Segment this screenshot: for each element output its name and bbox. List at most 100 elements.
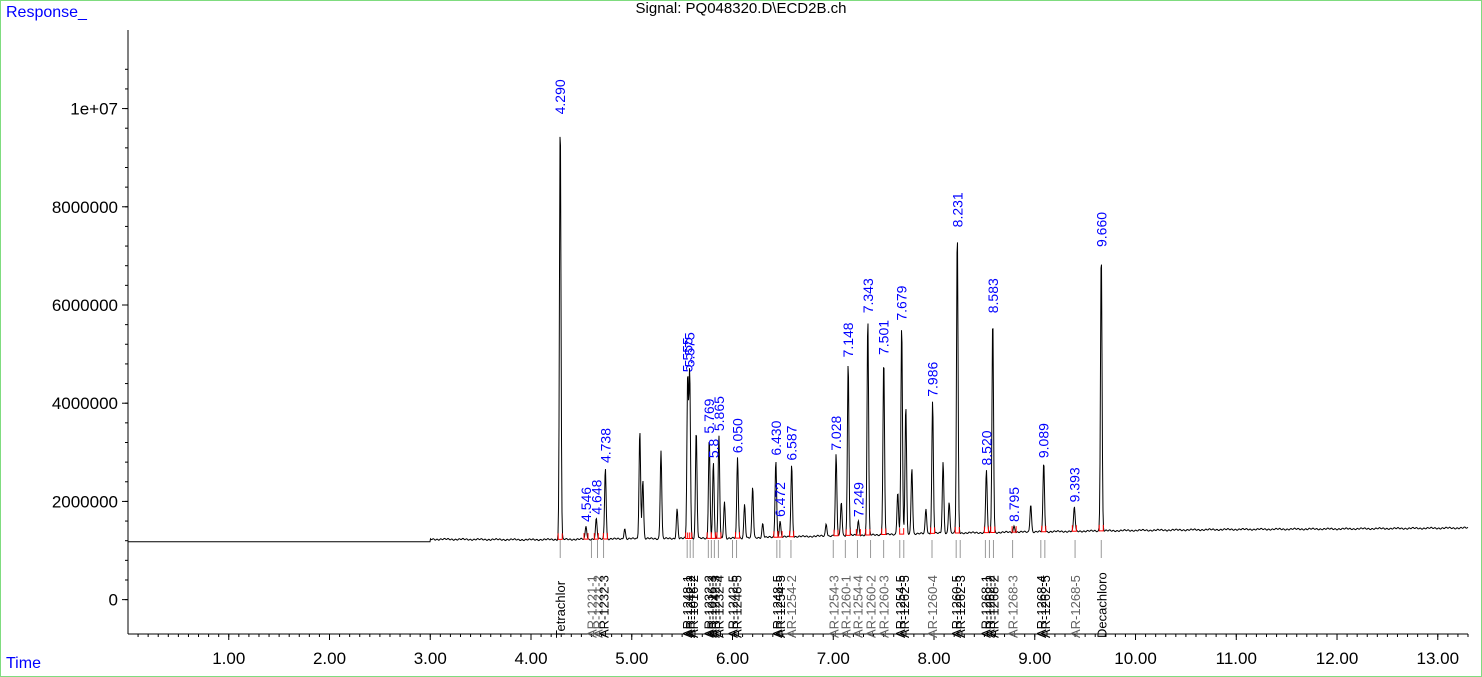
compound-label: AR-1242-2 <box>683 575 698 638</box>
integration-marker <box>899 528 905 535</box>
integration-marker <box>983 526 989 534</box>
y-tick-label: 1e+07 <box>70 100 118 119</box>
peak-label: 5.865 <box>711 396 727 431</box>
peak-label: 9.393 <box>1066 467 1082 502</box>
integration-marker <box>845 529 851 536</box>
y-tick-label: 6000000 <box>52 296 118 315</box>
peak-label: 4.738 <box>597 428 613 463</box>
peak-label: 7.249 <box>850 482 866 517</box>
y-tick-label: 4000000 <box>52 394 118 413</box>
compound-label: AR-1016-2 <box>686 575 701 638</box>
x-tick-label: 2.00 <box>313 649 346 668</box>
compound-label: AR-1248-5 <box>730 575 745 638</box>
integration-marker <box>1071 525 1077 532</box>
integration-marker <box>706 532 712 539</box>
y-axis-label: Response_ <box>6 4 87 21</box>
x-tick-label: 12.00 <box>1316 649 1359 668</box>
peak-label: 9.660 <box>1093 212 1109 247</box>
compound-label: AR-1260-2 <box>864 575 879 638</box>
compound-label: AR-1268-2 <box>986 575 1001 638</box>
chromatogram-trace <box>128 136 1469 543</box>
integration-marker <box>954 526 960 534</box>
x-tick-label: 9.00 <box>1018 649 1051 668</box>
compound-label: AR-1248-5 <box>770 575 785 638</box>
integration-marker <box>881 528 887 536</box>
compound-label: AR-1221-1 <box>584 575 599 638</box>
compound-label: AR-1254-5 <box>893 575 908 638</box>
peak-label: 8.231 <box>949 192 965 227</box>
peak-label: 7.148 <box>840 322 856 357</box>
compound-label: AR-1254-2 <box>784 575 799 638</box>
peak-label: 4.648 <box>588 479 604 514</box>
peak-label: 6.430 <box>768 420 784 455</box>
compound-label: AR-1242-5 <box>726 575 741 638</box>
integration-marker <box>990 526 996 533</box>
peak-label: 5.8 <box>705 438 721 458</box>
peak-label: 6.472 <box>772 482 788 517</box>
integration-marker <box>789 530 795 538</box>
y-tick-label: 8000000 <box>52 198 118 217</box>
peak-label: 7.343 <box>860 278 876 313</box>
compound-label: AR-1260-5 <box>949 575 964 638</box>
x-tick-label: 5.00 <box>615 649 648 668</box>
peak-label: 4.546 <box>578 487 594 522</box>
x-axis-label: Time <box>6 655 41 672</box>
integration-marker <box>777 531 783 538</box>
compound-label: AR-1262-5 <box>897 575 912 638</box>
compound-label: Tetrachlor <box>553 580 568 638</box>
compound-label: AR-1260-3 <box>877 575 892 638</box>
x-tick-label: 13.00 <box>1417 649 1460 668</box>
integration-marker <box>1041 525 1047 533</box>
integration-marker <box>930 527 936 534</box>
peak-label: 8.795 <box>1006 487 1022 522</box>
x-tick-label: 11.00 <box>1216 649 1257 668</box>
integration-marker <box>716 532 722 539</box>
x-tick-label: 7.00 <box>817 649 850 668</box>
peak-label: 7.986 <box>925 361 941 396</box>
x-tick-label: 8.00 <box>917 649 950 668</box>
compound-label: AR-1254-3 <box>826 575 841 638</box>
integration-marker <box>583 533 589 540</box>
peak-label: 5.575 <box>682 332 698 367</box>
compound-label: AR-1232-3 <box>597 575 612 638</box>
compound-label: AR-1232-4 <box>711 575 726 638</box>
integration-marker <box>1011 526 1017 533</box>
compound-label: AR-1248-1 <box>680 575 695 638</box>
integration-marker <box>602 532 608 540</box>
compound-label: AR-1268-5 <box>1068 575 1083 638</box>
chart-title: Signal: PQ048320.D\ECD2B.ch <box>635 0 847 17</box>
compound-label: AR-1262-5 <box>1038 575 1053 638</box>
peak-label: 7.501 <box>876 320 892 355</box>
peak-label: 6.050 <box>730 418 746 453</box>
compound-label: AR-1254-4 <box>850 575 865 638</box>
integration-marker <box>833 529 839 537</box>
compound-label: AR-1260-4 <box>925 575 940 638</box>
x-tick-label: 4.00 <box>514 649 547 668</box>
compound-label: AR-1254-5 <box>773 575 788 638</box>
integration-marker <box>557 533 563 540</box>
peak-label: 6.587 <box>784 425 800 460</box>
compound-label: AR-1268-4 <box>1034 575 1049 638</box>
x-tick-label: 1.00 <box>212 649 245 668</box>
integration-marker <box>865 528 871 536</box>
compound-label: AR-1260-1 <box>838 575 853 638</box>
compound-label: Decachloro <box>1094 572 1109 638</box>
compound-label: AR-1242-3 <box>707 575 722 638</box>
peak-label: 4.290 <box>552 79 568 114</box>
x-tick-label: 6.00 <box>716 649 749 668</box>
peak-label: 9.089 <box>1036 423 1052 458</box>
peak-label: 5.769 <box>701 398 717 433</box>
compound-label: AR-1221-2 <box>591 575 606 638</box>
x-tick-label: 3.00 <box>414 649 447 668</box>
peak-label: 7.028 <box>828 416 844 451</box>
y-tick-label: 0 <box>109 591 118 610</box>
y-tick-label: 2000000 <box>52 492 118 511</box>
compound-label: AR-1262-3 <box>953 575 968 638</box>
peak-label: 7.679 <box>894 285 910 320</box>
x-tick-label: 10.00 <box>1114 649 1157 668</box>
peak-label: 8.583 <box>985 278 1001 313</box>
integration-marker <box>687 532 693 539</box>
integration-marker <box>710 532 716 539</box>
integration-marker <box>593 533 599 540</box>
